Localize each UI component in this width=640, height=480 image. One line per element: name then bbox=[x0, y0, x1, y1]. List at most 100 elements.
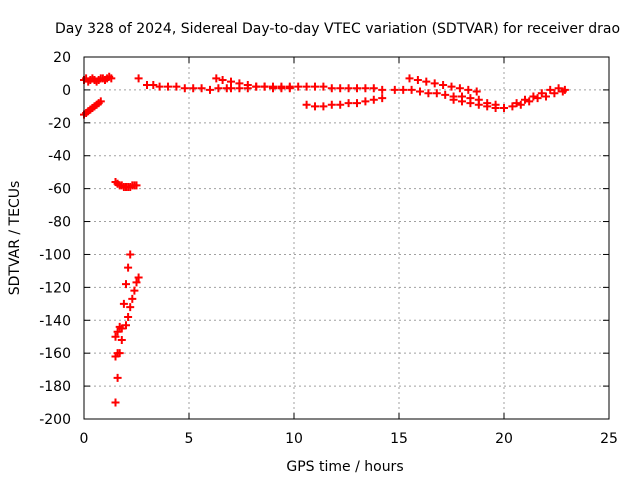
y-tick-label: -180 bbox=[39, 379, 71, 395]
x-tick-label: 5 bbox=[185, 431, 194, 447]
data-point bbox=[132, 181, 141, 190]
data-point bbox=[130, 286, 139, 295]
data-point bbox=[134, 74, 143, 83]
data-point bbox=[206, 85, 214, 94]
data-point bbox=[353, 99, 361, 108]
data-point bbox=[491, 104, 500, 113]
data-point bbox=[119, 299, 128, 308]
x-tick-label: 20 bbox=[495, 431, 513, 447]
data-point bbox=[546, 85, 555, 94]
data-point bbox=[399, 85, 408, 94]
data-point bbox=[424, 89, 433, 98]
x-tick-label: 15 bbox=[390, 431, 408, 447]
data-point bbox=[117, 336, 126, 345]
data-point bbox=[441, 90, 450, 99]
data-point bbox=[126, 250, 135, 259]
data-point bbox=[155, 82, 164, 91]
data-point bbox=[344, 99, 353, 108]
y-tick-label: -120 bbox=[39, 280, 71, 296]
data-point bbox=[269, 82, 277, 91]
y-tick-label: -100 bbox=[39, 247, 71, 263]
data-point bbox=[361, 97, 370, 106]
data-point bbox=[472, 87, 481, 96]
data-point bbox=[302, 82, 311, 91]
data-point bbox=[405, 74, 414, 83]
data-point bbox=[319, 102, 328, 111]
data-point bbox=[560, 85, 569, 94]
data-point bbox=[508, 102, 517, 111]
data-point bbox=[521, 95, 529, 104]
data-point bbox=[369, 95, 378, 104]
data-point bbox=[537, 89, 546, 98]
data-point bbox=[407, 85, 416, 94]
y-axis-label: SDTVAR / TECUs bbox=[7, 181, 23, 296]
data-point bbox=[422, 77, 431, 86]
data-point bbox=[113, 349, 122, 358]
data-point bbox=[311, 102, 319, 111]
data-point bbox=[336, 100, 345, 109]
data-point bbox=[189, 84, 198, 93]
data-point bbox=[113, 373, 122, 382]
data-point bbox=[353, 84, 361, 93]
data-point bbox=[124, 263, 133, 272]
y-tick-label: -20 bbox=[48, 116, 71, 132]
data-point bbox=[243, 84, 252, 93]
data-point bbox=[126, 303, 135, 312]
data-layer bbox=[80, 72, 569, 407]
data-point bbox=[447, 82, 456, 91]
data-point bbox=[512, 99, 521, 108]
data-point bbox=[416, 87, 424, 96]
data-point bbox=[252, 82, 261, 91]
data-point bbox=[413, 76, 422, 85]
data-point bbox=[533, 94, 542, 103]
data-point bbox=[227, 84, 235, 93]
y-tick-label: 20 bbox=[53, 50, 71, 66]
data-point bbox=[285, 82, 294, 91]
data-point bbox=[432, 89, 441, 98]
data-point bbox=[197, 84, 206, 93]
data-point bbox=[115, 322, 124, 331]
plot-frame bbox=[83, 56, 610, 420]
y-tick-label: -140 bbox=[39, 313, 71, 329]
data-point bbox=[483, 102, 492, 111]
data-point bbox=[336, 84, 345, 93]
data-point bbox=[378, 85, 387, 94]
data-point bbox=[449, 95, 458, 104]
data-point bbox=[430, 79, 439, 88]
data-point bbox=[128, 294, 137, 303]
data-point bbox=[439, 80, 448, 89]
data-point bbox=[361, 84, 370, 93]
x-axis-label: GPS time / hours bbox=[286, 459, 403, 475]
data-point bbox=[218, 76, 227, 85]
data-point bbox=[113, 327, 122, 336]
y-tick-label: -80 bbox=[48, 215, 71, 231]
data-point bbox=[542, 92, 550, 101]
data-point bbox=[302, 100, 311, 109]
data-point bbox=[214, 84, 223, 93]
data-point bbox=[327, 84, 336, 93]
y-tick-label: -200 bbox=[39, 412, 71, 428]
data-point bbox=[111, 398, 120, 407]
data-point bbox=[319, 82, 328, 91]
data-point bbox=[122, 280, 130, 289]
grid-layer bbox=[84, 57, 609, 419]
data-point bbox=[464, 85, 473, 94]
data-point bbox=[327, 100, 336, 109]
data-point bbox=[180, 84, 189, 93]
data-point bbox=[124, 312, 133, 321]
data-point bbox=[474, 100, 483, 109]
data-point bbox=[294, 82, 303, 91]
data-point bbox=[134, 273, 143, 282]
data-point bbox=[260, 82, 269, 91]
y-tick-label: -160 bbox=[39, 346, 71, 362]
data-point bbox=[529, 92, 538, 101]
data-point bbox=[132, 278, 141, 287]
x-tick-label: 25 bbox=[600, 431, 618, 447]
data-point bbox=[390, 85, 399, 94]
data-point bbox=[344, 84, 353, 93]
data-point bbox=[235, 84, 244, 93]
data-point bbox=[277, 82, 286, 91]
chart-title: Day 328 of 2024, Sidereal Day-to-day VTE… bbox=[55, 21, 620, 37]
